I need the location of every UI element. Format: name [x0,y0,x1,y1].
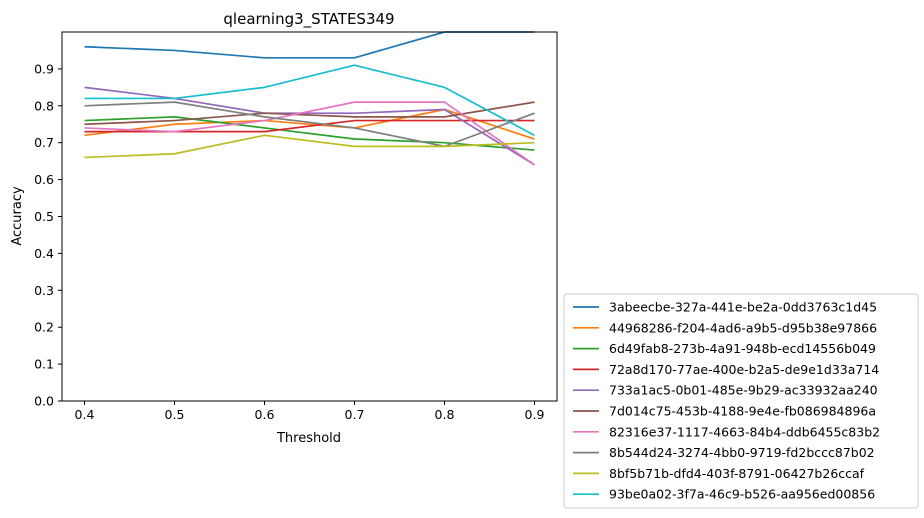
x-axis: 0.4 0.5 0.6 0.7 0.8 0.9 [75,401,545,422]
y-tick-label: 0.4 [34,246,54,261]
x-tick-label: 0.6 [255,407,275,422]
y-axis: 0.0 0.1 0.2 0.3 0.4 0.5 0.6 0.7 0.8 0.9 [34,61,62,409]
legend-label: 8b544d24-3274-4bb0-9719-fd2bccc87b02 [609,445,875,460]
y-tick-label: 0.9 [34,61,54,76]
y-tick-label: 0.1 [34,357,54,372]
x-tick-label: 0.8 [435,407,455,422]
plot-frame [61,31,558,402]
x-tick-label: 0.4 [75,407,95,422]
y-tick-label: 0.5 [34,209,54,224]
y-tick-label: 0.8 [34,98,54,113]
legend-label: 733a1ac5-0b01-485e-9b29-ac33932aa240 [609,383,878,398]
legend-label: 3abeecbe-327a-441e-be2a-0dd3763c1d45 [609,300,877,315]
legend-label: 6d49fab8-273b-4a91-948b-ecd14556b049 [609,341,876,356]
series-line-1 [84,31,535,59]
y-tick-label: 0.7 [34,135,54,150]
legend-label: 93be0a02-3f7a-46c9-b526-aa956ed00856 [609,487,875,502]
legend-label: 7d014c75-453b-4188-9e4e-fb086984896a [609,404,876,419]
series-line-10 [84,64,535,137]
x-tick-label: 0.5 [165,407,185,422]
legend-label: 72a8d170-77ae-400e-b2a5-de9e1d33a714 [609,362,879,377]
series-line-3 [84,116,535,151]
legend-label: 8bf5b71b-dfd4-403f-8791-06427b26ccaf [609,466,865,481]
y-tick-label: 0.0 [34,394,54,409]
y-tick-label: 0.3 [34,283,54,298]
series-line-5 [84,86,535,166]
legend-label: 82316e37-1117-4663-84b4-ddb6455c83b2 [609,424,880,439]
legend-label: 44968286-f204-4ad6-a9b5-d95b38e97866 [609,320,877,335]
x-tick-label: 0.7 [345,407,365,422]
series-line-6 [84,101,535,126]
chart-title: qlearning3_STATES349 [223,10,394,29]
legend: 3abeecbe-327a-441e-be2a-0dd3763c1d45 4496… [563,293,919,509]
y-tick-label: 0.6 [34,172,54,187]
legend-box [563,293,919,509]
plot-lines [84,31,535,166]
series-line-7 [84,101,535,166]
series-line-9 [84,134,535,159]
x-tick-label: 0.9 [525,407,545,422]
y-axis-label: Accuracy [10,186,25,246]
series-line-8 [84,101,535,148]
y-tick-label: 0.2 [34,320,54,335]
x-axis-label: Threshold [276,431,341,446]
